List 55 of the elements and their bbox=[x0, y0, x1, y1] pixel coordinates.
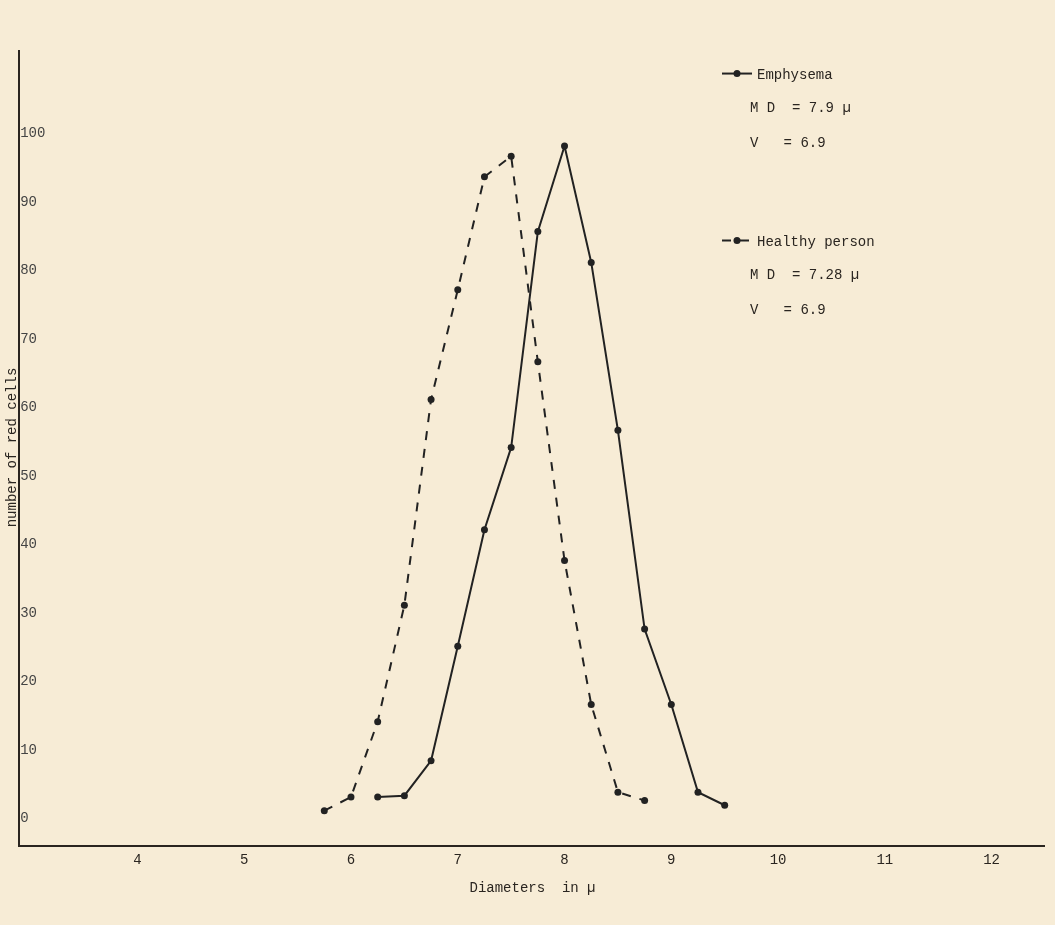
point bbox=[534, 228, 542, 236]
point bbox=[667, 701, 675, 708]
point bbox=[694, 788, 702, 796]
point bbox=[374, 793, 382, 801]
y-axis-title: number of red cells bbox=[4, 367, 21, 528]
x-tick-label: 10 bbox=[769, 851, 787, 868]
point bbox=[587, 258, 595, 266]
x-axis-title: Diameters in µ bbox=[469, 879, 596, 896]
y-tick-label: 40 bbox=[20, 536, 38, 553]
x-tick-label: 4 bbox=[133, 851, 142, 868]
point bbox=[641, 796, 649, 804]
legend-label: Emphysema bbox=[757, 67, 833, 84]
y-tick-label: 80 bbox=[20, 262, 38, 279]
x-tick-label: 8 bbox=[560, 851, 569, 868]
y-tick-label: 100 bbox=[20, 125, 46, 142]
x-tick-label: 9 bbox=[667, 851, 676, 868]
annotation: V = 6.9 bbox=[750, 302, 826, 318]
point bbox=[400, 792, 408, 800]
x-tick-label: 6 bbox=[346, 851, 356, 868]
point bbox=[400, 601, 408, 609]
y-tick-label: 60 bbox=[20, 399, 38, 416]
point bbox=[480, 173, 488, 181]
point bbox=[614, 426, 622, 434]
point bbox=[454, 642, 462, 650]
annotation: M D = 7.9 µ bbox=[750, 100, 851, 116]
y-tick-label: 30 bbox=[20, 604, 38, 621]
point bbox=[427, 757, 435, 765]
point bbox=[561, 142, 569, 150]
y-tick-label: 10 bbox=[20, 741, 38, 758]
legend-label: Healthy person bbox=[757, 233, 875, 250]
annotation: V = 6.9 bbox=[750, 135, 826, 151]
point bbox=[587, 701, 595, 708]
point bbox=[507, 152, 515, 160]
point bbox=[561, 557, 569, 565]
annotation: M D = 7.28 µ bbox=[750, 267, 860, 283]
point bbox=[374, 718, 382, 726]
point bbox=[507, 444, 515, 451]
point bbox=[641, 625, 649, 633]
x-tick-label: 11 bbox=[876, 851, 894, 868]
point bbox=[721, 801, 729, 809]
y-tick-label: 90 bbox=[20, 193, 38, 210]
point bbox=[347, 793, 355, 801]
y-tick-label: 50 bbox=[20, 467, 38, 484]
y-tick-label: 70 bbox=[20, 330, 38, 347]
y-tick-label: 0 bbox=[20, 810, 29, 827]
y-tick-label: 20 bbox=[20, 673, 38, 690]
x-tick-label: 12 bbox=[983, 851, 1001, 868]
x-tick-label: 5 bbox=[240, 851, 249, 868]
point bbox=[454, 286, 462, 294]
point bbox=[534, 358, 542, 366]
point bbox=[320, 807, 328, 815]
point bbox=[480, 526, 488, 534]
x-tick-label: 7 bbox=[453, 851, 462, 868]
point bbox=[614, 788, 622, 796]
point bbox=[427, 396, 435, 404]
